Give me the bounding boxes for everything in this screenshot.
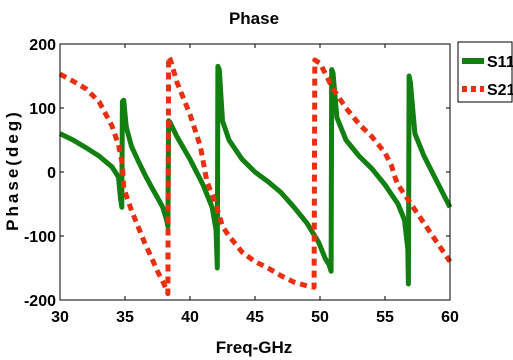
x-tick-label: 55 xyxy=(376,309,394,326)
y-tick-label: -200 xyxy=(24,293,56,310)
x-tick-label: 40 xyxy=(181,309,199,326)
legend-label-s11: S11 xyxy=(487,54,513,71)
legend: S11 S21 xyxy=(457,41,513,103)
x-tick-label: 30 xyxy=(51,309,69,326)
y-tick-label: 0 xyxy=(47,165,56,182)
x-tick-label: 60 xyxy=(441,309,459,326)
x-tick-label: 50 xyxy=(311,309,329,326)
x-tick-label: 45 xyxy=(246,309,264,326)
legend-label-s21: S21 xyxy=(487,82,513,99)
x-axis-label: Freq-GHz xyxy=(216,338,293,357)
chart-title: Phase xyxy=(229,9,279,28)
axis-ticks: 30 35 40 45 50 55 60 200 100 0 -100 -200 xyxy=(24,37,459,326)
plot-area xyxy=(58,43,453,301)
y-tick-label: -100 xyxy=(24,229,56,246)
y-tick-label: 200 xyxy=(29,37,56,54)
series-line-s11 xyxy=(58,63,453,287)
y-tick-label: 100 xyxy=(29,101,56,118)
x-tick-label: 35 xyxy=(116,309,134,326)
y-axis-label: Phase(deg) xyxy=(3,109,22,231)
series-line-s21 xyxy=(58,54,453,297)
